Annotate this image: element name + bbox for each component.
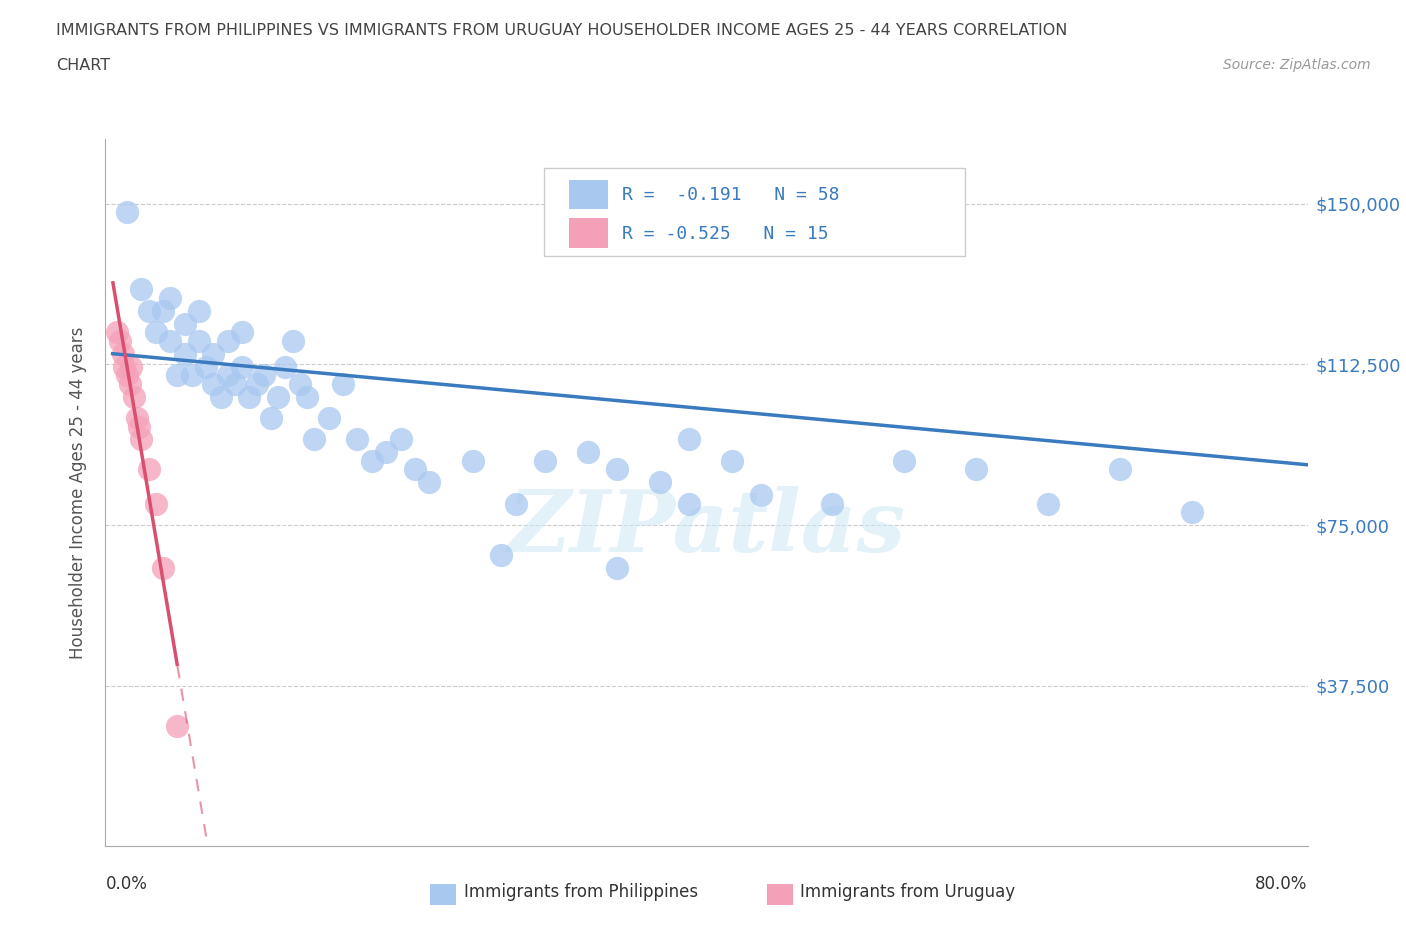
Point xyxy=(120,359,142,374)
Point xyxy=(461,453,484,468)
Point xyxy=(166,719,188,734)
Point xyxy=(749,487,772,502)
Bar xyxy=(569,179,607,209)
Point xyxy=(1109,462,1132,477)
Point xyxy=(375,445,398,459)
Point xyxy=(159,333,181,348)
Point xyxy=(166,367,188,382)
Point xyxy=(152,303,174,318)
Y-axis label: Householder Income Ages 25 - 44 years: Householder Income Ages 25 - 44 years xyxy=(69,326,87,659)
Point xyxy=(138,303,160,318)
Point xyxy=(389,432,412,446)
Point xyxy=(108,333,131,348)
Point xyxy=(159,290,181,305)
Point xyxy=(118,377,141,392)
Point xyxy=(404,462,426,477)
Text: IMMIGRANTS FROM PHILIPPINES VS IMMIGRANTS FROM URUGUAY HOUSEHOLDER INCOME AGES 2: IMMIGRANTS FROM PHILIPPINES VS IMMIGRANT… xyxy=(56,23,1067,38)
Point xyxy=(246,377,269,392)
Point xyxy=(238,389,260,404)
Point xyxy=(115,205,138,219)
Point xyxy=(111,346,134,361)
Point xyxy=(418,474,440,489)
Point xyxy=(173,316,195,331)
Point xyxy=(260,410,283,425)
Point xyxy=(224,377,246,392)
Text: R =  -0.191   N = 58: R = -0.191 N = 58 xyxy=(623,186,839,204)
Point xyxy=(281,333,304,348)
Text: Immigrants from Philippines: Immigrants from Philippines xyxy=(464,884,697,901)
Point xyxy=(302,432,325,446)
Point xyxy=(138,462,160,477)
Text: Source: ZipAtlas.com: Source: ZipAtlas.com xyxy=(1223,58,1371,72)
Point xyxy=(1181,505,1204,520)
Point xyxy=(209,389,232,404)
Bar xyxy=(766,884,793,905)
Point xyxy=(1038,497,1060,512)
Text: R = -0.525   N = 15: R = -0.525 N = 15 xyxy=(623,224,830,243)
Point xyxy=(180,367,202,382)
Point xyxy=(231,359,253,374)
Point xyxy=(288,377,311,392)
Point xyxy=(231,325,253,339)
Point xyxy=(145,497,167,512)
Point xyxy=(274,359,297,374)
Point xyxy=(678,497,700,512)
Point xyxy=(195,359,218,374)
Point xyxy=(217,367,239,382)
Point xyxy=(678,432,700,446)
Point xyxy=(253,367,276,382)
Point xyxy=(131,432,153,446)
Point xyxy=(648,474,671,489)
Point xyxy=(145,325,167,339)
Point xyxy=(318,410,340,425)
FancyBboxPatch shape xyxy=(544,167,965,256)
Point xyxy=(152,561,174,576)
Point xyxy=(821,497,844,512)
Point xyxy=(606,561,628,576)
Text: 0.0%: 0.0% xyxy=(105,874,148,893)
Bar xyxy=(430,884,457,905)
Point xyxy=(131,282,153,297)
Point xyxy=(576,445,599,459)
Point xyxy=(122,389,145,404)
Point xyxy=(332,377,354,392)
Point xyxy=(202,377,225,392)
Point xyxy=(505,497,527,512)
Point xyxy=(127,410,149,425)
Text: 80.0%: 80.0% xyxy=(1256,874,1308,893)
Point xyxy=(267,389,290,404)
Point xyxy=(491,548,513,563)
Text: CHART: CHART xyxy=(56,58,110,73)
Point xyxy=(965,462,987,477)
Point xyxy=(295,389,318,404)
Point xyxy=(720,453,742,468)
Point xyxy=(105,325,128,339)
Point xyxy=(188,303,211,318)
Bar xyxy=(569,218,607,247)
Point xyxy=(128,419,150,434)
Point xyxy=(112,359,135,374)
Text: ZIPatlas: ZIPatlas xyxy=(508,486,905,570)
Point xyxy=(606,462,628,477)
Point xyxy=(346,432,368,446)
Point xyxy=(115,367,138,382)
Point xyxy=(202,346,225,361)
Point xyxy=(533,453,555,468)
Text: Immigrants from Uruguay: Immigrants from Uruguay xyxy=(800,884,1015,901)
Point xyxy=(893,453,915,468)
Point xyxy=(360,453,382,468)
Point xyxy=(217,333,239,348)
Point xyxy=(173,346,195,361)
Point xyxy=(188,333,211,348)
